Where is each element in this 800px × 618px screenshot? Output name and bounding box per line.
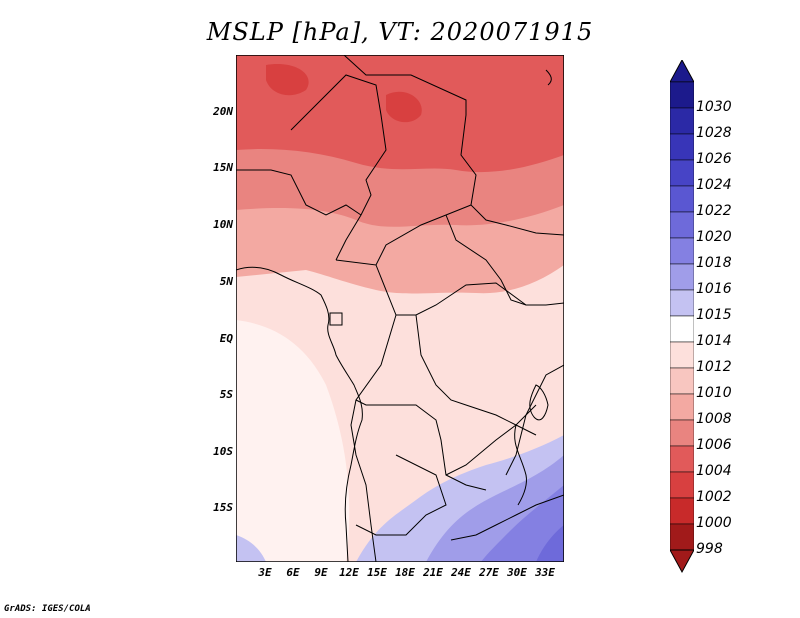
colorbar-swatch: [670, 367, 694, 395]
colorbar-swatch: [670, 341, 694, 369]
y-tick-label: 10S: [213, 445, 233, 458]
y-tick-label: 5N: [219, 275, 233, 288]
colorbar-label: 1028: [696, 125, 732, 141]
x-tick-label: 30E: [507, 566, 527, 579]
field-1002-region: [266, 64, 309, 96]
colorbar-label: 1006: [696, 437, 732, 453]
x-tick-label: 33E: [535, 566, 555, 579]
colorbar-swatch: [670, 185, 694, 213]
colorbar-swatch: [670, 159, 694, 187]
colorbar-swatch: [670, 263, 694, 291]
colorbar-swatch: [670, 289, 694, 317]
x-tick-label: 9E: [314, 566, 328, 579]
colorbar-label: 1016: [696, 281, 732, 297]
field-1020-region: [536, 525, 564, 562]
colorbar-min-arrow: [670, 549, 694, 574]
coastlines-and-borders: [235, 54, 565, 563]
colorbar-label: 1015: [696, 307, 732, 323]
pressure-colorbar: [670, 60, 694, 574]
colorbar-max-arrow: [670, 60, 694, 83]
colorbar-swatch: [670, 497, 694, 525]
colorbar-label: 1030: [696, 99, 732, 115]
field-1002-region-2: [386, 91, 422, 123]
x-tick-label: 18E: [395, 566, 415, 579]
colorbar-swatch: [670, 107, 694, 135]
colorbar-swatch: [670, 315, 694, 343]
colorbar-label: 1020: [696, 229, 732, 245]
y-tick-label: 20N: [213, 105, 233, 118]
colorbar-swatch: [670, 523, 694, 551]
colorbar-label: 1002: [696, 489, 732, 505]
colorbar-swatch: [670, 471, 694, 499]
map-title: MSLP [hPa], VT: 2020071915: [206, 18, 594, 46]
colorbar-swatch: [670, 419, 694, 447]
x-tick-label: 15E: [367, 566, 387, 579]
field-1014-region: [236, 320, 350, 562]
x-tick-label: 3E: [258, 566, 272, 579]
colorbar-swatch: [670, 81, 694, 109]
y-tick-label: EQ: [219, 332, 233, 345]
x-tick-label: 24E: [451, 566, 471, 579]
colorbar-label: 1010: [696, 385, 732, 401]
colorbar-label: 1014: [696, 333, 732, 349]
colorbar-swatch: [670, 211, 694, 239]
colorbar-label: 1000: [696, 515, 732, 531]
colorbar-label: 1018: [696, 255, 732, 271]
colorbar-label: 1022: [696, 203, 732, 219]
colorbar-label: 998: [696, 541, 723, 557]
colorbar-swatch: [670, 393, 694, 421]
field-1015-region-sw: [236, 535, 266, 562]
colorbar-label: 1012: [696, 359, 732, 375]
x-tick-label: 21E: [423, 566, 443, 579]
grads-credit: GrADS: IGES/COLA: [4, 604, 91, 614]
x-tick-label: 27E: [479, 566, 499, 579]
mslp-field-map: [235, 54, 565, 563]
colorbar-label: 1008: [696, 411, 732, 427]
colorbar-label: 1024: [696, 177, 732, 193]
colorbar-swatch: [670, 133, 694, 161]
colorbar-label: 1026: [696, 151, 732, 167]
x-tick-label: 12E: [339, 566, 359, 579]
colorbar-label: 1004: [696, 463, 732, 479]
y-tick-label: 15N: [213, 161, 233, 174]
y-tick-label: 5S: [219, 388, 233, 401]
map-panel: [235, 54, 565, 563]
colorbar-swatch: [670, 445, 694, 473]
y-tick-label: 10N: [213, 218, 233, 231]
field-1018-region: [481, 485, 564, 562]
y-tick-label: 15S: [213, 501, 233, 514]
colorbar-swatch: [670, 237, 694, 265]
x-tick-label: 6E: [286, 566, 300, 579]
